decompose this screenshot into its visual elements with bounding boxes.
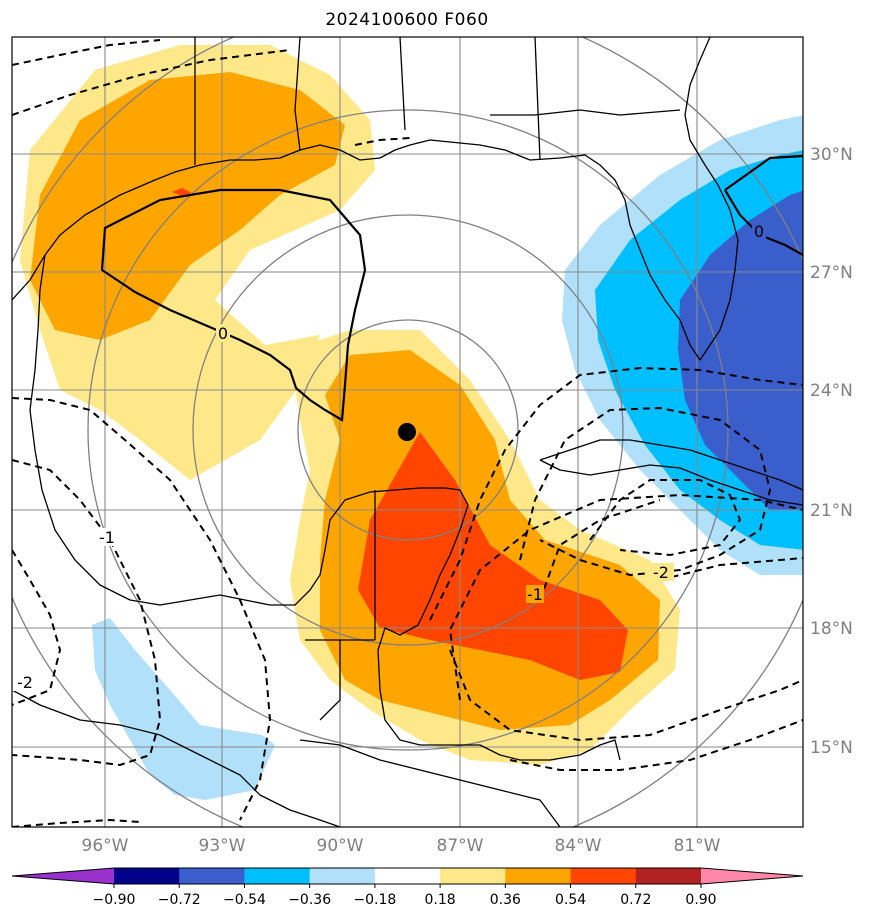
colorbar-tick-label: −0.72 [158, 892, 201, 908]
lon-label-84w: 84°W [555, 836, 602, 856]
colorbar-tick-label: 0.90 [685, 892, 716, 908]
colorbar-swatch [244, 868, 311, 884]
shade-red-se [358, 432, 628, 680]
storm-center-marker [398, 423, 416, 441]
lon-label-90w: 90°W [317, 836, 364, 856]
colorbar-tick-label: −0.18 [353, 892, 396, 908]
lat-label-18n: 18°N [810, 619, 853, 639]
colorbar-tick-label: −0.36 [288, 892, 331, 908]
yucatan-border [305, 490, 376, 721]
lon-label-96w: 96°W [82, 836, 129, 856]
shade-orange-nw [30, 72, 345, 340]
lon-label-81w: 81°W [674, 836, 721, 856]
contour-label-neg2-sw: -2 [17, 673, 33, 692]
colorbar-tick-label: −0.54 [223, 892, 266, 908]
contour-label-neg1-east: -1 [527, 585, 543, 604]
contour-neg2-swinner [12, 549, 62, 706]
colorbar-swatch [505, 868, 572, 884]
range-rings [12, 37, 803, 827]
contour-neg1-ring [448, 493, 803, 701]
lat-label-15n: 15°N [810, 738, 853, 758]
gulf-coast-west [29, 254, 621, 761]
contour-neg1-nwline [12, 49, 291, 116]
contour-neg2-east [519, 406, 772, 577]
contour-label-neg2-east: -2 [653, 563, 669, 582]
lat-label-24n: 24°N [810, 381, 853, 401]
contour-neg-top-east [659, 557, 803, 581]
colorbar-swatch [374, 868, 441, 884]
lat-label-30n: 30°N [810, 145, 853, 165]
shade-light-blue-sw [92, 618, 275, 800]
cuba [539, 439, 803, 506]
map-area: 0 0 -1 -2 -1 -2 [12, 37, 803, 827]
map-title: 2024100600 F060 [325, 10, 489, 30]
contour-neg1-sw [12, 397, 272, 821]
contour-neg1-southwest [12, 818, 141, 827]
colorbar-swatch [179, 868, 245, 884]
colorbar-extend-high [701, 868, 803, 884]
contour-neg1-outer [449, 649, 803, 742]
lon-axis-labels: 96°W 93°W 90°W 87°W 84°W 81°W [82, 836, 721, 856]
contour-neg1-east [429, 366, 803, 621]
lat-label-27n: 27°N [810, 263, 853, 283]
contour-neg2-sw [12, 459, 162, 767]
contour-label-zero-west: 0 [218, 324, 228, 343]
contour-neg1-east-arc [539, 499, 661, 601]
lat-axis-labels: 30°N 27°N 24°N 21°N 18°N 15°N [810, 145, 853, 758]
contour-neg1-gulf [354, 137, 411, 146]
colorbar-tick-label: 0.54 [555, 892, 586, 908]
colorbar-tick-label: 0.72 [620, 892, 651, 908]
contour-neg1-north [12, 39, 161, 66]
shade-red-nw-spot [172, 188, 192, 196]
contour-labels: 0 0 -1 -2 -1 -2 [12, 222, 766, 692]
colorbar-swatch [440, 868, 506, 884]
contour-neg2-south [509, 719, 803, 771]
dashed-contours [12, 39, 803, 827]
colorbar-tick-label: −0.90 [93, 892, 136, 908]
contour-label-zero-east: 0 [754, 222, 764, 241]
colorbar-tick-label: 0.36 [490, 892, 521, 908]
state-borders [194, 37, 681, 165]
shade-royal-blue-east [678, 190, 803, 510]
colorbar-swatch [309, 868, 376, 884]
coastlines [12, 37, 803, 827]
map-frame [11, 36, 804, 828]
lon-label-87w: 87°W [437, 836, 484, 856]
colorbar-swatch [635, 868, 702, 884]
contour-neg2-ring [589, 479, 742, 557]
gulf-coast-north [12, 37, 739, 361]
colorbar-swatch [114, 868, 180, 884]
lat-label-21n: 21°N [810, 501, 853, 521]
colorbar-tick-label: 0.18 [425, 892, 456, 908]
mexico-pacific-coast [12, 689, 341, 827]
contour-label-neg1-sw: -1 [99, 528, 115, 547]
central-america-borders [299, 739, 561, 827]
colorbar-swatch [570, 868, 637, 884]
lon-label-93w: 93°W [199, 836, 246, 856]
colorbar-extend-low [12, 868, 114, 884]
colorbar: −0.90 −0.72 −0.54 −0.36 −0.18 0.18 0.36 0.54 0.7… [11, 867, 804, 908]
